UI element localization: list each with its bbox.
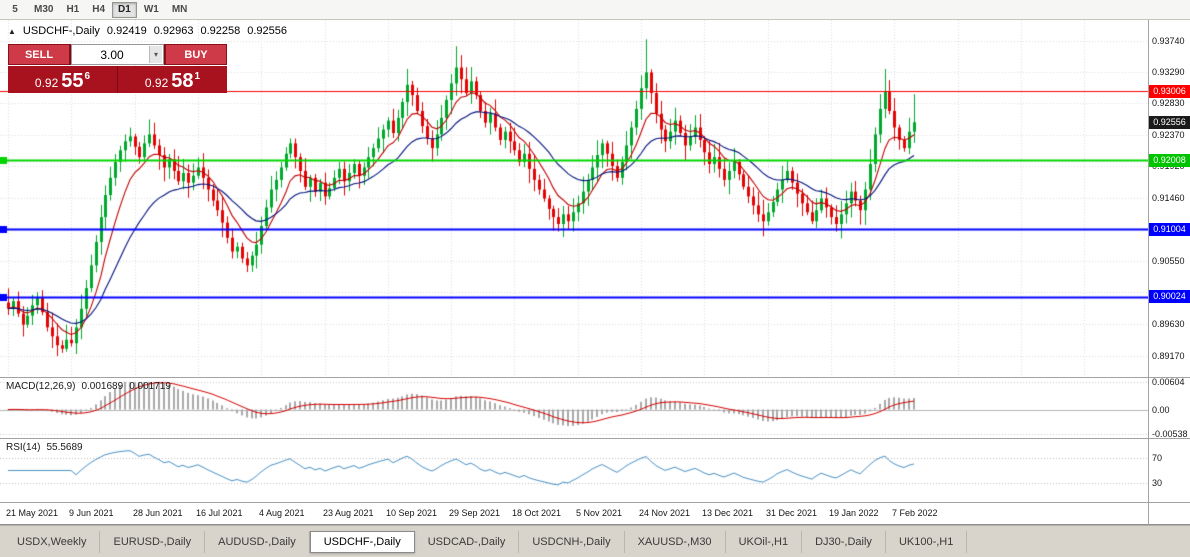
date-axis-label: 16 Jul 2021	[196, 508, 243, 518]
timeframe-button-d1[interactable]: D1	[112, 1, 137, 18]
volume-field: ▾	[71, 44, 164, 65]
chart-title: ▲ USDCHF-,Daily 0.92419 0.92963 0.92258 …	[8, 25, 287, 37]
rsi-level-high: 70	[1152, 453, 1163, 463]
price-axis-label: 0.93740	[1152, 36, 1185, 46]
chart-high-value: 0.92963	[153, 25, 194, 37]
macd-panel-label: MACD(12,26,9) 0.001689 0.001719	[6, 381, 171, 392]
rsi-level-low: 30	[1152, 478, 1163, 488]
date-axis-label: 23 Aug 2021	[323, 508, 374, 518]
chart-tab[interactable]: USDCAD-,Daily	[415, 530, 520, 553]
price-axis-label: 0.91460	[1152, 193, 1185, 203]
date-axis-label: 5 Nov 2021	[576, 508, 623, 518]
macd-axis-min: -0.00538	[1152, 429, 1188, 439]
timeframe-button-5[interactable]: 5	[12, 4, 18, 15]
price-badge: 0.93006	[1149, 85, 1190, 98]
date-axis-label: 4 Aug 2021	[259, 508, 305, 518]
price-axis-separator	[1148, 20, 1149, 525]
timeframe-button-m30[interactable]: M30	[34, 4, 54, 15]
date-axis-label: 18 Oct 2021	[512, 508, 562, 518]
chart-tab[interactable]: AUDUSD-,Daily	[205, 530, 310, 553]
volume-dropdown-icon[interactable]: ▾	[149, 46, 162, 63]
panel-divider[interactable]	[0, 438, 1190, 439]
price-badge: 0.92556	[1149, 116, 1190, 129]
date-axis-label: 7 Feb 2022	[892, 508, 938, 518]
timeframe-button-h4[interactable]: H4	[92, 4, 106, 15]
date-axis-label: 10 Sep 2021	[386, 508, 438, 518]
price-axis-label: 0.90550	[1152, 256, 1185, 266]
date-axis-label: 21 May 2021	[6, 508, 59, 518]
rsi-panel-label: RSI(14) 55.5689	[6, 442, 83, 453]
macd-axis-zero: 0.00	[1152, 405, 1170, 415]
chart-tab[interactable]: UK100-,H1	[886, 530, 968, 553]
sell-price-display[interactable]: 0.92 55 6	[8, 66, 117, 93]
price-axis-label: 0.92370	[1152, 130, 1185, 140]
date-axis-label: 28 Jun 2021	[133, 508, 183, 518]
panel-divider	[0, 502, 1190, 503]
chart-tab[interactable]: EURUSD-,Daily	[100, 530, 206, 553]
price-badge: 0.92008	[1149, 154, 1190, 167]
price-axis-label: 0.89630	[1152, 319, 1185, 329]
rsi-indicator-canvas[interactable]	[0, 439, 1148, 502]
price-axis-label: 0.93290	[1152, 67, 1185, 77]
macd-signal-value: 0.001719	[129, 381, 171, 392]
chart-tab[interactable]: UKOil-,H1	[726, 530, 803, 553]
chart-tab[interactable]: XAUUSD-,M30	[625, 530, 726, 553]
chart-tab[interactable]: USDCHF-,Daily	[309, 530, 415, 553]
chart-open-value: 0.92419	[106, 25, 147, 37]
panel-divider[interactable]	[0, 377, 1190, 378]
chart-symbol-period: USDCHF-,Daily	[22, 25, 100, 37]
buy-button[interactable]: BUY	[165, 44, 227, 65]
timeframe-button-h1[interactable]: H1	[66, 4, 80, 15]
sell-button[interactable]: SELL	[8, 44, 70, 65]
chart-low-value: 0.92258	[200, 25, 241, 37]
price-axis-label: 0.89170	[1152, 351, 1185, 361]
buy-price-display[interactable]: 0.92 58 1	[118, 66, 227, 93]
chart-tabs-bar: USDX,Weekly EURUSD-,Daily AUDUSD-,Daily USD…	[0, 525, 1190, 557]
date-axis-label: 31 Dec 2021	[766, 508, 818, 518]
macd-axis-max: 0.00604	[1152, 377, 1185, 387]
date-axis-label: 9 Jun 2021	[69, 508, 114, 518]
macd-title: MACD(12,26,9)	[6, 381, 76, 392]
timeframe-toolbar: 5 M30 H1 H4 D1 W1 MN	[0, 0, 1190, 20]
rsi-title: RSI(14)	[6, 442, 41, 453]
chart-tab[interactable]: DJ30-,Daily	[802, 530, 886, 553]
macd-value: 0.001689	[81, 381, 124, 392]
price-badge: 0.90024	[1149, 290, 1190, 303]
chart-window: ▲ USDCHF-,Daily 0.92419 0.92963 0.92258 …	[0, 20, 1190, 525]
date-axis-label: 29 Sep 2021	[449, 508, 501, 518]
macd-indicator-canvas[interactable]	[0, 378, 1148, 438]
rsi-value: 55.5689	[46, 442, 83, 453]
price-badge: 0.91004	[1149, 223, 1190, 236]
volume-input[interactable]	[72, 45, 163, 64]
timeframe-button-mn[interactable]: MN	[171, 4, 188, 15]
chart-tab[interactable]: USDX,Weekly	[4, 530, 101, 553]
date-axis-label: 13 Dec 2021	[702, 508, 754, 518]
date-axis-label: 24 Nov 2021	[639, 508, 691, 518]
price-axis-label: 0.92830	[1152, 98, 1185, 108]
one-click-collapse-icon[interactable]: ▲	[8, 26, 16, 36]
chart-tab[interactable]: USDCNH-,Daily	[519, 530, 625, 553]
chart-close-value: 0.92556	[247, 25, 287, 37]
date-axis-label: 19 Jan 2022	[829, 508, 879, 518]
timeframe-button-w1[interactable]: W1	[143, 4, 159, 15]
